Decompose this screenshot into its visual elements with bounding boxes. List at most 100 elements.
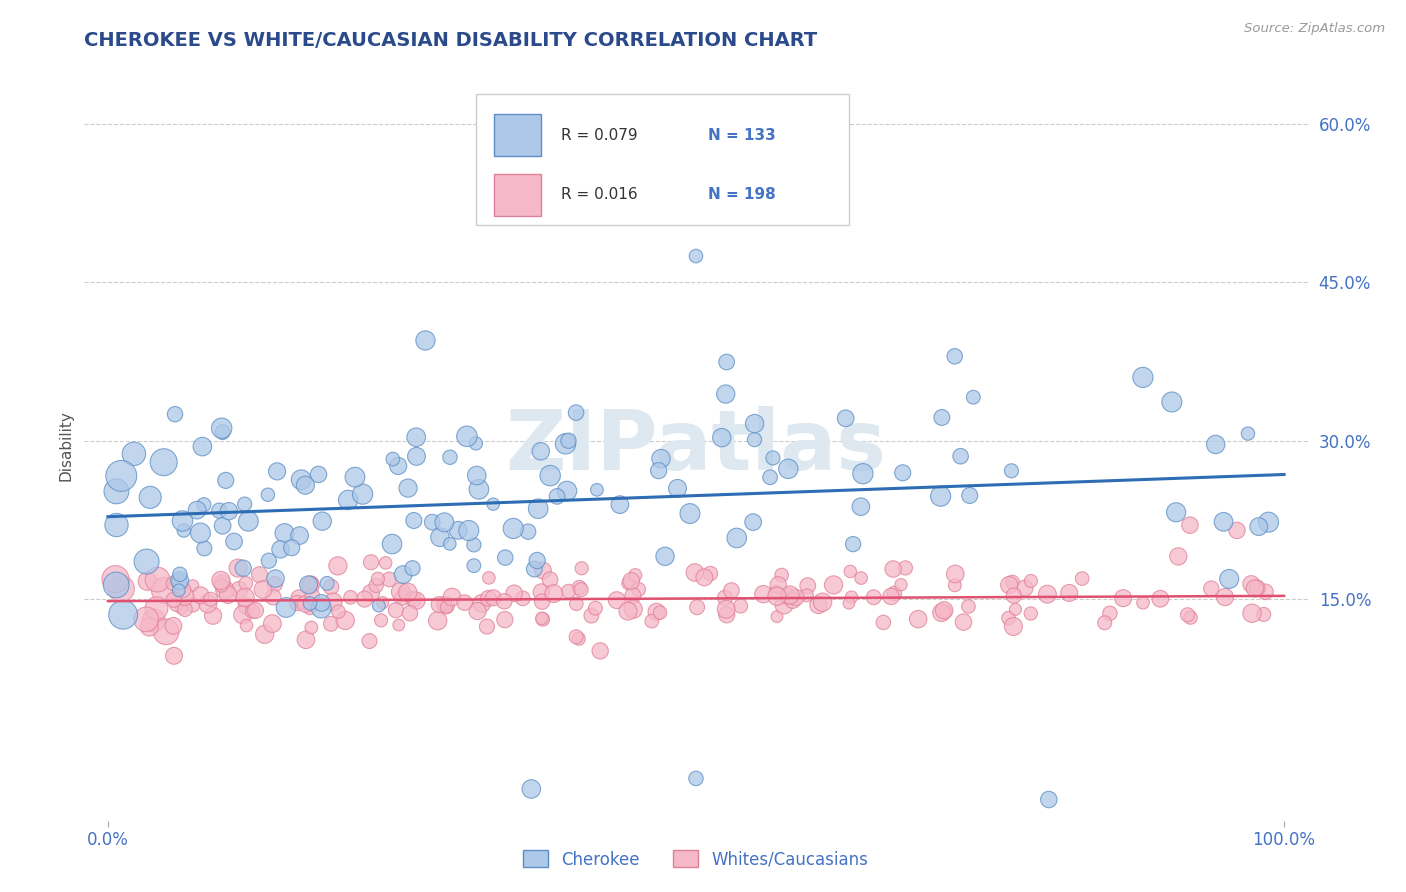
Point	[957, 599, 980, 614]
Point	[555, 483, 578, 498]
Text: R = 0.016: R = 0.016	[561, 187, 638, 202]
Point	[554, 437, 576, 451]
Point	[645, 605, 668, 619]
Point	[294, 478, 316, 492]
Point	[142, 614, 165, 628]
Point	[502, 521, 524, 535]
Point	[337, 492, 360, 507]
Point	[744, 417, 766, 431]
Point	[1036, 587, 1059, 601]
Point	[1071, 572, 1094, 586]
Point	[811, 595, 834, 609]
Point	[716, 355, 738, 369]
Point	[273, 526, 295, 541]
Point	[381, 452, 404, 467]
Point	[1112, 591, 1135, 606]
Point	[396, 585, 419, 599]
Point	[388, 618, 411, 632]
Point	[1237, 426, 1260, 441]
Point	[1177, 607, 1199, 622]
Point	[569, 582, 592, 597]
Point	[512, 591, 534, 606]
Point	[146, 573, 169, 587]
Point	[319, 616, 342, 631]
Point	[274, 600, 297, 615]
Point	[782, 593, 804, 607]
Point	[776, 589, 799, 603]
Point	[456, 429, 478, 443]
Point	[162, 576, 184, 591]
Point	[586, 483, 609, 497]
Point	[1094, 615, 1116, 630]
Point	[465, 436, 488, 450]
Point	[1004, 602, 1026, 616]
Point	[391, 591, 413, 605]
Point	[226, 561, 249, 575]
Point	[105, 484, 128, 499]
Text: CHEROKEE VS WHITE/CAUCASIAN DISABILITY CORRELATION CHART: CHEROKEE VS WHITE/CAUCASIAN DISABILITY C…	[84, 31, 818, 50]
Point	[565, 597, 588, 611]
Point	[299, 576, 322, 591]
Point	[378, 573, 401, 587]
Point	[762, 450, 785, 465]
Point	[744, 433, 766, 447]
FancyBboxPatch shape	[475, 94, 849, 225]
Point	[1164, 505, 1187, 519]
Point	[683, 566, 706, 580]
Point	[253, 627, 276, 641]
Point	[1180, 610, 1202, 624]
Point	[841, 590, 863, 604]
Point	[571, 561, 593, 575]
Point	[862, 591, 884, 605]
Point	[367, 599, 389, 613]
Point	[849, 571, 872, 585]
Point	[520, 782, 543, 797]
Point	[316, 576, 339, 591]
Point	[531, 612, 554, 626]
Point	[374, 556, 396, 570]
Point	[530, 585, 553, 599]
Point	[503, 586, 526, 600]
Point	[779, 588, 801, 602]
Point	[308, 467, 330, 482]
Point	[730, 599, 752, 613]
Point	[1001, 575, 1024, 590]
Point	[217, 588, 239, 602]
Point	[153, 583, 176, 598]
Point	[710, 431, 733, 445]
Point	[543, 586, 565, 600]
Point	[1019, 607, 1042, 621]
Point	[661, 175, 683, 189]
Point	[191, 440, 214, 454]
Point	[716, 602, 738, 616]
Point	[1205, 437, 1227, 451]
Point	[433, 516, 456, 530]
Point	[441, 590, 464, 604]
Point	[752, 587, 775, 601]
Point	[322, 595, 344, 609]
Point	[420, 515, 443, 529]
Y-axis label: Disability: Disability	[58, 410, 73, 482]
Point	[849, 500, 872, 514]
Point	[309, 601, 332, 615]
Point	[565, 406, 588, 420]
Point	[517, 524, 540, 539]
Point	[214, 583, 236, 598]
Point	[931, 606, 953, 620]
Point	[624, 568, 647, 582]
Point	[1254, 584, 1277, 599]
Point	[366, 578, 388, 592]
Point	[842, 537, 865, 551]
Point	[620, 574, 643, 588]
Point	[565, 630, 588, 644]
Point	[139, 491, 162, 505]
Point	[256, 488, 278, 502]
Point	[494, 613, 516, 627]
Point	[105, 518, 128, 533]
Point	[839, 565, 862, 579]
Point	[186, 503, 208, 517]
Point	[931, 410, 953, 425]
Point	[959, 488, 981, 502]
Point	[882, 562, 904, 576]
Point	[389, 584, 412, 599]
